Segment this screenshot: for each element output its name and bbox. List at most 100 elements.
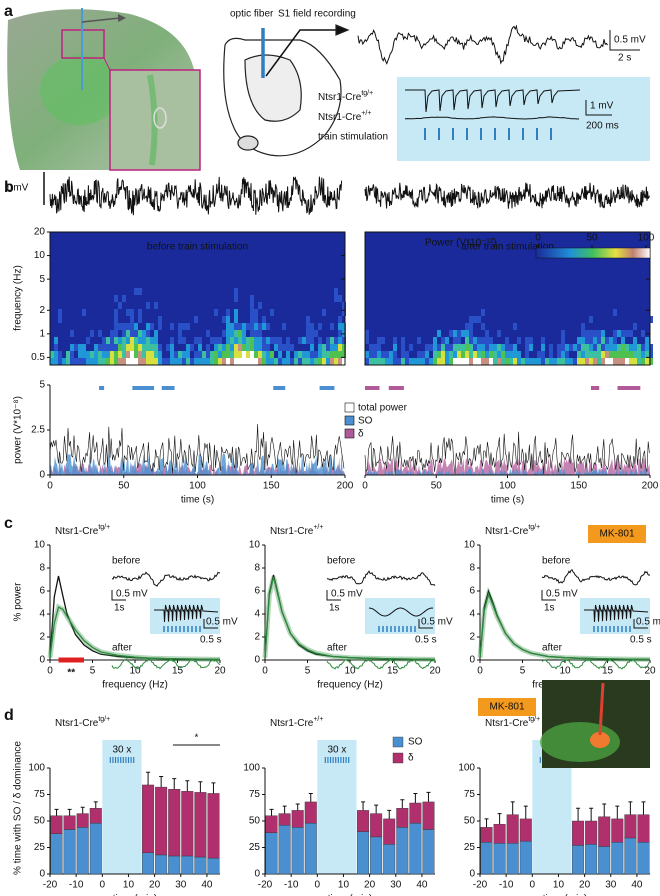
bar-delta: [506, 814, 519, 844]
spectrogram-cell: [122, 295, 126, 302]
spectrogram-cell: [381, 358, 385, 365]
label: 0: [39, 470, 45, 481]
spectrogram-cell: [166, 344, 170, 351]
bar-delta: [89, 808, 102, 824]
spectrogram-cell: [641, 351, 645, 358]
bar-so: [370, 836, 383, 875]
label: before: [327, 556, 356, 567]
error-bar: [308, 792, 313, 802]
spectrogram-cell: [282, 344, 286, 351]
spectrogram-cell: [617, 330, 621, 337]
spectrogram-cell: [174, 351, 178, 358]
label: 30 x: [112, 745, 131, 756]
spectrogram-cell: [234, 330, 238, 337]
spectrogram-cell: [114, 295, 118, 302]
spectrogram-cell: [525, 337, 529, 344]
spectrogram-cell: [198, 337, 202, 344]
label: MK-801: [599, 529, 634, 540]
stim-region: [317, 740, 357, 874]
spectrogram-cell: [505, 358, 509, 365]
spectrogram-cell: [589, 344, 593, 351]
spectrogram-cell: [222, 316, 226, 323]
label: 0.5 mV: [636, 617, 660, 628]
bar-so: [506, 843, 519, 875]
spectrogram-cell: [326, 358, 330, 365]
spectrogram-cell: [481, 344, 485, 351]
spectrogram-cell: [170, 323, 174, 330]
spectrogram-cell: [106, 358, 110, 365]
spectrogram-cell: [633, 358, 637, 365]
spectrogram-cell: [170, 358, 174, 365]
label: 5: [520, 666, 526, 677]
spectrogram-cell: [126, 309, 130, 316]
spectrogram-cell: [138, 316, 142, 323]
spectrogram-cell: [186, 351, 190, 358]
genotype-name: Ntsr1-Cre: [55, 526, 99, 537]
label: 200 ms: [586, 121, 619, 132]
bar-delta: [265, 815, 278, 833]
label: Power (V*10⁻¹²): [425, 238, 496, 249]
bar-delta: [480, 827, 493, 843]
label: after: [112, 643, 133, 654]
spectrogram-cell: [118, 358, 122, 365]
genotype-superscript: +/+: [361, 110, 371, 117]
label: after: [327, 643, 348, 654]
total-power-line: [364, 431, 650, 475]
bar-so: [396, 827, 409, 875]
spectrogram-cell: [158, 323, 162, 330]
spectrogram-frame: [364, 231, 651, 366]
spectrogram-cell: [138, 309, 142, 316]
scale-bar: [111, 590, 126, 601]
spectrogram-cell: [561, 351, 565, 358]
spectrogram-cell: [649, 351, 653, 358]
spectrogram-cell: [417, 351, 421, 358]
spectrogram-cell: [553, 358, 557, 365]
spectrogram-cell: [469, 323, 473, 330]
histology-glow: [590, 732, 610, 748]
spectrogram-cell: [110, 344, 114, 351]
spectrogram-cell: [601, 337, 605, 344]
spectrogram-cell: [54, 351, 58, 358]
label: 40: [416, 880, 428, 891]
spectrogram-cell: [206, 358, 210, 365]
spectrogram-cell: [238, 323, 242, 330]
spectrogram-cell: [250, 344, 254, 351]
dominance-segment: [617, 386, 641, 390]
spectrogram-cell: [138, 330, 142, 337]
bar-delta: [304, 801, 317, 824]
spectrogram-cell: [78, 351, 82, 358]
spectrogram-cell: [150, 344, 154, 351]
spectrogram-cell: [294, 351, 298, 358]
spectrogram-cell: [278, 358, 282, 365]
spectrogram-cell: [114, 323, 118, 330]
spectrogram-cell: [645, 358, 649, 365]
spectrogram-cell: [78, 344, 82, 351]
spectrogram-cell: [481, 358, 485, 365]
stim-region: [102, 740, 142, 874]
spectrogram-cell: [242, 344, 246, 351]
spectrogram-cell: [246, 351, 250, 358]
label: frequency (Hz): [13, 265, 24, 331]
spectrogram-cell: [94, 358, 98, 365]
label: 0: [254, 655, 260, 666]
spectrogram-cell: [142, 358, 146, 365]
spectrogram-cell: [242, 330, 246, 337]
spectrogram-cell: [238, 330, 242, 337]
spectrogram-cell: [194, 316, 198, 323]
spectrogram-cell: [126, 330, 130, 337]
spectrogram-cell: [533, 358, 537, 365]
spectrogram-cell: [485, 344, 489, 351]
spectrogram-cell: [270, 351, 274, 358]
spectrogram-cell: [106, 337, 110, 344]
bar-delta: [519, 818, 532, 842]
genotype-label: Ntsr1-Cretg/+: [485, 524, 540, 537]
spectrogram-cell: [122, 330, 126, 337]
dominance-segment: [365, 386, 380, 390]
spectrogram-cell: [194, 351, 198, 358]
spectrogram-cell: [569, 358, 573, 365]
spectrogram-cell: [290, 358, 294, 365]
spectrogram-cell: [477, 351, 481, 358]
genotype-label: Ntsr1-Cretg/+: [55, 716, 110, 729]
spectrogram-cell: [266, 351, 270, 358]
error-bar: [282, 805, 287, 814]
